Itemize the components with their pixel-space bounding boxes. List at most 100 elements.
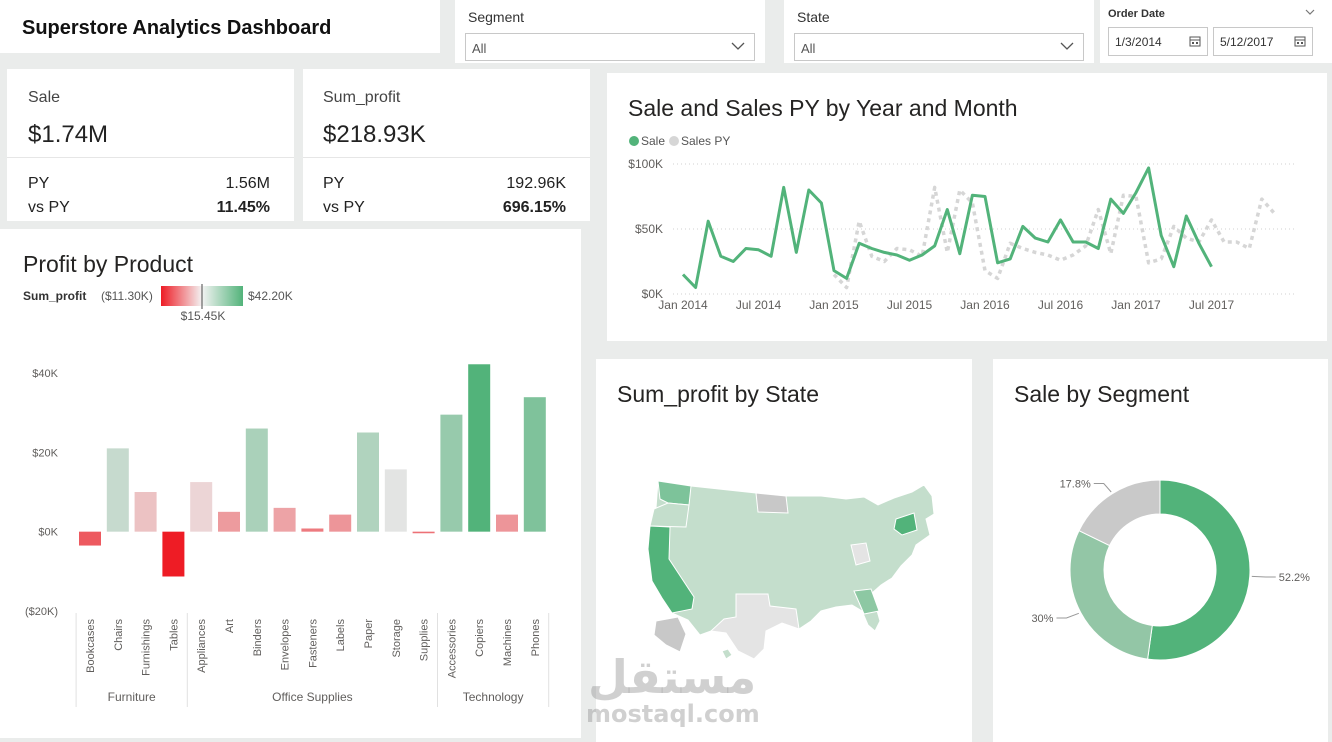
- x-tick-label: Jan 2015: [809, 298, 859, 312]
- state-california[interactable]: [647, 525, 695, 614]
- state-north-dakota[interactable]: [755, 492, 789, 514]
- donut-leader-line: [1093, 483, 1112, 493]
- segment-donut-chart: 52.2% 30% 17.8%: [1031, 479, 1310, 661]
- donut-label: 30%: [1031, 613, 1053, 625]
- state-oregon[interactable]: [649, 502, 690, 528]
- bar-paper[interactable]: [357, 432, 379, 532]
- kpi-sale-py-label: PY: [28, 175, 50, 192]
- bar-art[interactable]: [218, 511, 240, 532]
- x-tick-label: Jul 2016: [1038, 298, 1084, 312]
- bar-phones[interactable]: [523, 397, 546, 532]
- kpi-card-profit: Sum_profit $218.93K PY 192.96K vs PY 696…: [303, 69, 590, 221]
- bar-bookcases[interactable]: [79, 531, 101, 546]
- kpi-sale-py-value: 1.56M: [225, 175, 270, 192]
- segment-donut-card: Sale by Segment 52.2% 30% 17.8%: [993, 359, 1328, 742]
- donut-slice[interactable]: [1147, 479, 1251, 661]
- legend-max: $42.20K: [248, 289, 293, 303]
- x-tick-label: Accessories: [446, 619, 458, 679]
- x-tick-label: Jan 2016: [960, 298, 1010, 312]
- legend-measure: Sum_profit: [23, 289, 86, 303]
- state-georgia[interactable]: [853, 588, 880, 615]
- profit-chart-title: Profit by Product: [23, 251, 194, 277]
- bar-chairs[interactable]: [106, 448, 129, 532]
- bar-supplies[interactable]: [412, 531, 435, 534]
- x-tick-label: Binders: [252, 619, 264, 657]
- state-ohio[interactable]: [850, 542, 871, 566]
- bar-copiers[interactable]: [468, 364, 491, 532]
- bar-machines[interactable]: [496, 514, 518, 532]
- bar-fasteners[interactable]: [301, 528, 324, 532]
- state-new-york[interactable]: [893, 512, 918, 536]
- x-tick-label: Jan 2014: [658, 298, 708, 312]
- x-tick-label: Tables: [168, 619, 180, 651]
- segment-slicer: Segment All: [455, 0, 765, 63]
- x-tick-label: Storage: [391, 619, 403, 658]
- series-line-sale[interactable]: [681, 166, 1213, 289]
- donut-slice[interactable]: [1078, 479, 1161, 547]
- segment-label: Segment: [468, 9, 525, 25]
- x-tick-label: Copiers: [474, 619, 486, 657]
- x-tick-label: Jul 2014: [736, 298, 782, 312]
- kpi-profit-py-label: PY: [323, 175, 345, 192]
- state-hawaii[interactable]: [721, 648, 733, 660]
- x-tick-label: Art: [224, 619, 236, 633]
- chevron-down-icon: [731, 42, 745, 50]
- watermark-latin: mostaql.com: [586, 700, 760, 728]
- title-card: Superstore Analytics Dashboard: [0, 0, 440, 53]
- x-tick-label: Jul 2015: [887, 298, 933, 312]
- y-tick-label: $0K: [642, 287, 663, 301]
- x-tick-label: Machines: [502, 619, 514, 667]
- kpi-sale-vs-value: 11.45%: [216, 199, 270, 216]
- x-tick-label: Jan 2017: [1111, 298, 1161, 312]
- us-state-map: [647, 480, 935, 660]
- bar-accessories[interactable]: [440, 414, 463, 532]
- x-tick-label: Furnishings: [141, 619, 153, 676]
- y-tick-label: $100K: [628, 157, 663, 171]
- segment-dropdown[interactable]: All: [465, 33, 755, 61]
- legend-sale-label: Sale: [641, 134, 665, 148]
- bar-labels[interactable]: [329, 514, 352, 532]
- legend-salespy-label: Sales PY: [681, 134, 730, 148]
- donut-slice[interactable]: [1069, 529, 1153, 660]
- calendar-icon: [1189, 36, 1201, 47]
- state-texas[interactable]: [709, 593, 800, 660]
- kpi-card-sale: Sale $1.74M PY 1.56M vs PY 11.45%: [7, 69, 294, 221]
- x-tick-label: Chairs: [113, 619, 125, 651]
- y-tick-label: $40K: [32, 368, 58, 380]
- x-tick-label: Paper: [363, 619, 375, 649]
- chevron-down-icon[interactable]: [1304, 7, 1316, 17]
- kpi-sale-vs-label: vs PY: [28, 199, 70, 216]
- map-title: Sum_profit by State: [617, 381, 819, 407]
- state-dropdown[interactable]: All: [794, 33, 1084, 61]
- y-tick-label: $20K: [32, 447, 58, 459]
- donut-leader-line: [1251, 575, 1276, 578]
- y-tick-label: $50K: [635, 222, 663, 236]
- x-tick-label: Appliances: [196, 619, 208, 673]
- bar-envelopes[interactable]: [273, 507, 296, 532]
- y-tick-label: $0K: [38, 527, 58, 539]
- bar-tables[interactable]: [162, 531, 185, 577]
- bar-furnishings[interactable]: [134, 492, 157, 532]
- order-date-slicer: Order Date 1/3/2014 5/12/2017: [1100, 0, 1332, 63]
- bar-storage[interactable]: [384, 469, 407, 532]
- donut-label: 17.8%: [1060, 479, 1091, 491]
- donut-leader-line: [1056, 612, 1080, 619]
- end-date-value: 5/12/2017: [1220, 35, 1274, 49]
- bar-binders[interactable]: [245, 428, 268, 532]
- series-line-sales-py[interactable]: [832, 185, 1276, 290]
- bar-appliances[interactable]: [190, 482, 213, 532]
- state-value: All: [801, 41, 816, 56]
- start-date-input[interactable]: 1/3/2014: [1108, 27, 1208, 56]
- us-map-shape[interactable]: [647, 480, 935, 660]
- profit-by-product-card: Profit by Product Sum_profit ($11.30K) $…: [0, 229, 581, 738]
- calendar-icon: [1294, 36, 1306, 47]
- kpi-profit-vs-label: vs PY: [323, 199, 365, 216]
- order-date-label: Order Date: [1108, 8, 1165, 20]
- x-tick-label: Labels: [335, 619, 347, 652]
- legend-mid: $15.45K: [181, 309, 226, 323]
- x-tick-label: Bookcases: [85, 619, 97, 673]
- state-alaska[interactable]: [653, 616, 687, 653]
- legend-sale-swatch: [629, 136, 639, 146]
- end-date-input[interactable]: 5/12/2017: [1213, 27, 1313, 56]
